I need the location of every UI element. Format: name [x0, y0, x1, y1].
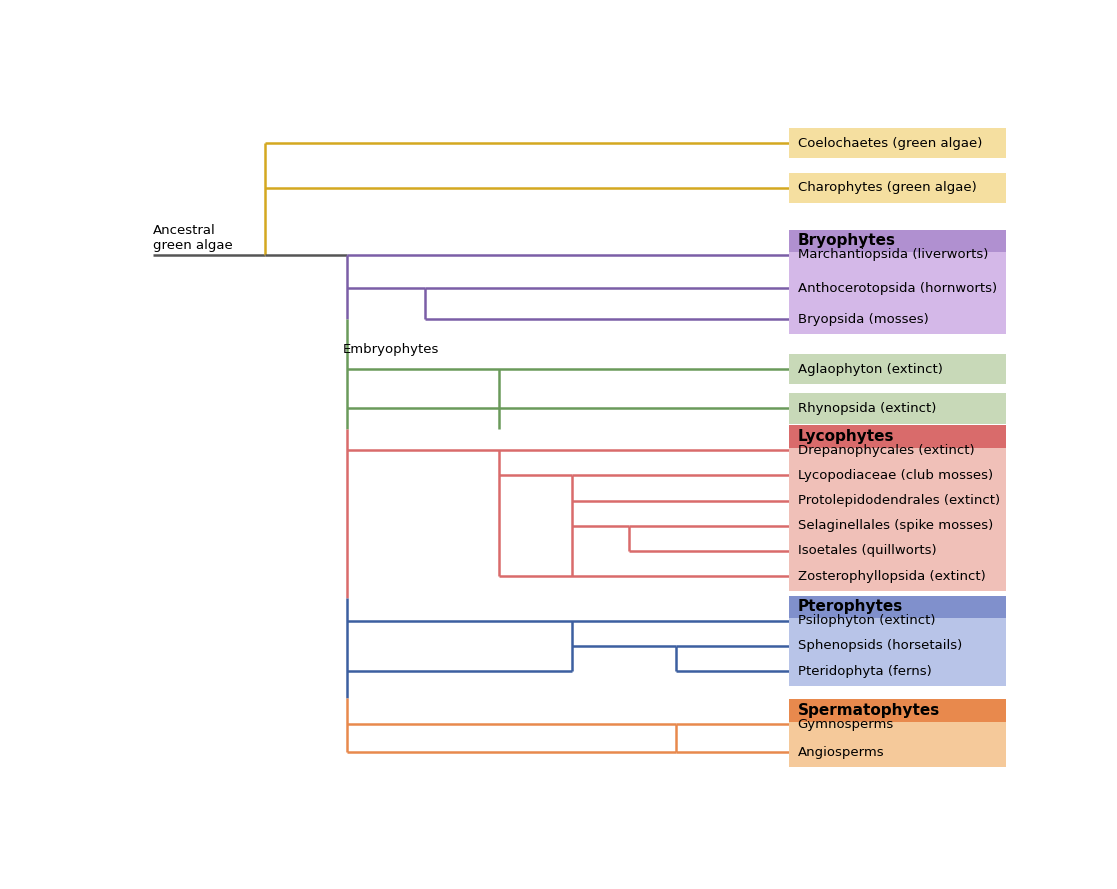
- Text: Coelochaetes (green algae): Coelochaetes (green algae): [798, 137, 982, 149]
- Text: Drepanophycales (extinct): Drepanophycales (extinct): [798, 444, 974, 457]
- Text: Angiosperms: Angiosperms: [798, 746, 885, 758]
- Text: Gymnosperms: Gymnosperms: [798, 717, 894, 731]
- Text: Spermatophytes: Spermatophytes: [798, 703, 939, 717]
- Text: Anthocerotopsida (hornworts): Anthocerotopsida (hornworts): [798, 282, 996, 295]
- Text: Pterophytes: Pterophytes: [798, 599, 903, 614]
- Text: Lycopodiaceae (club mosses): Lycopodiaceae (club mosses): [798, 469, 993, 482]
- Text: Charophytes (green algae): Charophytes (green algae): [798, 181, 976, 194]
- Text: Marchantiopsida (liverworts): Marchantiopsida (liverworts): [798, 248, 987, 261]
- Text: Sphenopsids (horsetails): Sphenopsids (horsetails): [798, 639, 962, 653]
- Text: Zosterophyllopsida (extinct): Zosterophyllopsida (extinct): [798, 570, 985, 582]
- Text: Ancestral
green algae: Ancestral green algae: [153, 224, 232, 252]
- Text: Selaginellales (spike mosses): Selaginellales (spike mosses): [798, 519, 993, 533]
- Text: Lycophytes: Lycophytes: [798, 429, 894, 444]
- Text: Aglaophyton (extinct): Aglaophyton (extinct): [798, 363, 943, 376]
- Text: Bryophytes: Bryophytes: [798, 234, 896, 248]
- Text: Embryophytes: Embryophytes: [343, 343, 439, 356]
- Text: Psilophyton (extinct): Psilophyton (extinct): [798, 614, 935, 628]
- Text: Rhynopsida (extinct): Rhynopsida (extinct): [798, 402, 936, 415]
- Text: Protolepidodendrales (extinct): Protolepidodendrales (extinct): [798, 494, 1000, 507]
- Text: Pteridophyta (ferns): Pteridophyta (ferns): [798, 665, 932, 677]
- Text: Isoetales (quillworts): Isoetales (quillworts): [798, 544, 936, 557]
- Text: Bryopsida (mosses): Bryopsida (mosses): [798, 313, 928, 325]
